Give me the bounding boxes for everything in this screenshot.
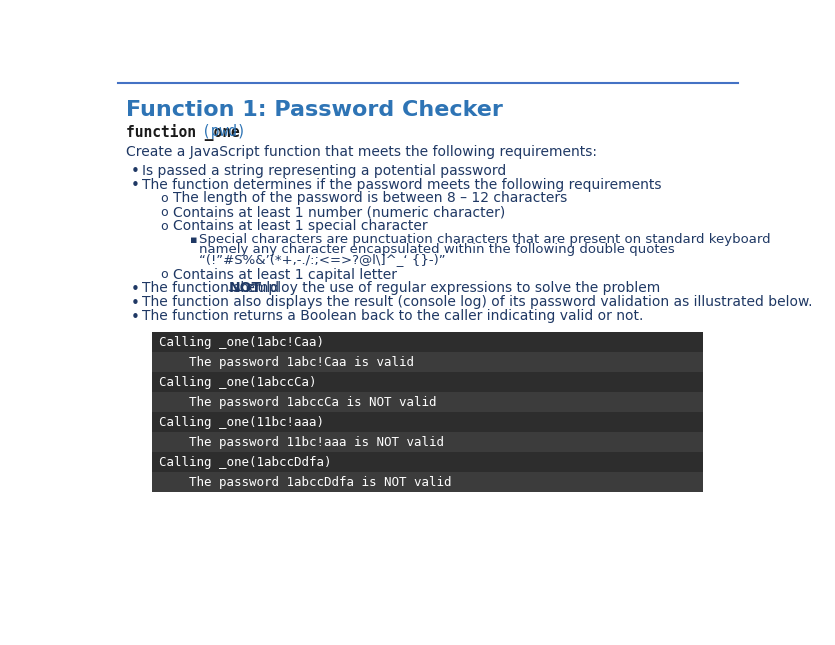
Text: Calling _one(1abc!Caa): Calling _one(1abc!Caa) <box>159 336 324 349</box>
Text: employ the use of regular expressions to solve the problem: employ the use of regular expressions to… <box>242 281 660 295</box>
Text: The length of the password is between 8 – 12 characters: The length of the password is between 8 … <box>173 192 567 205</box>
Text: Special characters are punctuation characters that are present on standard keybo: Special characters are punctuation chara… <box>199 233 771 246</box>
Text: function _one: function _one <box>126 124 240 141</box>
Text: The function determines if the password meets the following requirements: The function determines if the password … <box>142 177 661 192</box>
Text: NOT: NOT <box>229 281 262 295</box>
Text: •: • <box>131 296 139 311</box>
Text: •: • <box>131 310 139 325</box>
Text: (pwd): (pwd) <box>202 124 245 139</box>
Text: The password 11bc!aaa is NOT valid: The password 11bc!aaa is NOT valid <box>159 436 443 449</box>
Text: The function returns a Boolean back to the caller indicating valid or not.: The function returns a Boolean back to t… <box>142 309 643 323</box>
FancyBboxPatch shape <box>153 352 703 372</box>
Text: The function also displays the result (console log) of its password validation a: The function also displays the result (c… <box>142 295 812 310</box>
Text: •: • <box>131 178 139 194</box>
Text: •: • <box>131 283 139 297</box>
Text: namely any character encapsulated within the following double quotes: namely any character encapsulated within… <box>199 243 675 256</box>
Text: Function 1: Password Checker: Function 1: Password Checker <box>126 101 503 121</box>
Text: The function should: The function should <box>142 281 283 295</box>
Text: o: o <box>160 220 168 233</box>
Text: The password 1abc!Caa is valid: The password 1abc!Caa is valid <box>159 356 413 369</box>
Text: Contains at least 1 number (numeric character): Contains at least 1 number (numeric char… <box>173 205 505 219</box>
FancyBboxPatch shape <box>153 392 703 412</box>
Text: Is passed a string representing a potential password: Is passed a string representing a potent… <box>142 164 506 177</box>
Text: o: o <box>160 192 168 205</box>
FancyBboxPatch shape <box>153 472 703 492</box>
Text: The password 1abccCa is NOT valid: The password 1abccCa is NOT valid <box>159 396 436 409</box>
Text: Calling _one(11bc!aaa): Calling _one(11bc!aaa) <box>159 416 324 429</box>
FancyBboxPatch shape <box>153 432 703 452</box>
FancyBboxPatch shape <box>153 372 703 392</box>
Text: Calling _one(1abccCa): Calling _one(1abccCa) <box>159 376 316 389</box>
FancyBboxPatch shape <box>153 452 703 472</box>
Text: The password 1abccDdfa is NOT valid: The password 1abccDdfa is NOT valid <box>159 476 451 489</box>
FancyBboxPatch shape <box>153 332 703 352</box>
Text: o: o <box>160 206 168 219</box>
Text: o: o <box>160 268 168 281</box>
FancyBboxPatch shape <box>153 412 703 432</box>
Text: ▪: ▪ <box>190 235 197 245</box>
Text: Contains at least 1 special character: Contains at least 1 special character <box>173 219 428 233</box>
Text: “(!”#S%&’(*+,-./:;<=>?@l\]^_‘ {}-)”: “(!”#S%&’(*+,-./:;<=>?@l\]^_‘ {}-)” <box>199 253 446 266</box>
Text: Calling _one(1abccDdfa): Calling _one(1abccDdfa) <box>159 456 331 469</box>
Text: Create a JavaScript function that meets the following requirements:: Create a JavaScript function that meets … <box>126 145 597 159</box>
Text: Contains at least 1 capital letter: Contains at least 1 capital letter <box>173 268 397 282</box>
Text: •: • <box>131 164 139 179</box>
